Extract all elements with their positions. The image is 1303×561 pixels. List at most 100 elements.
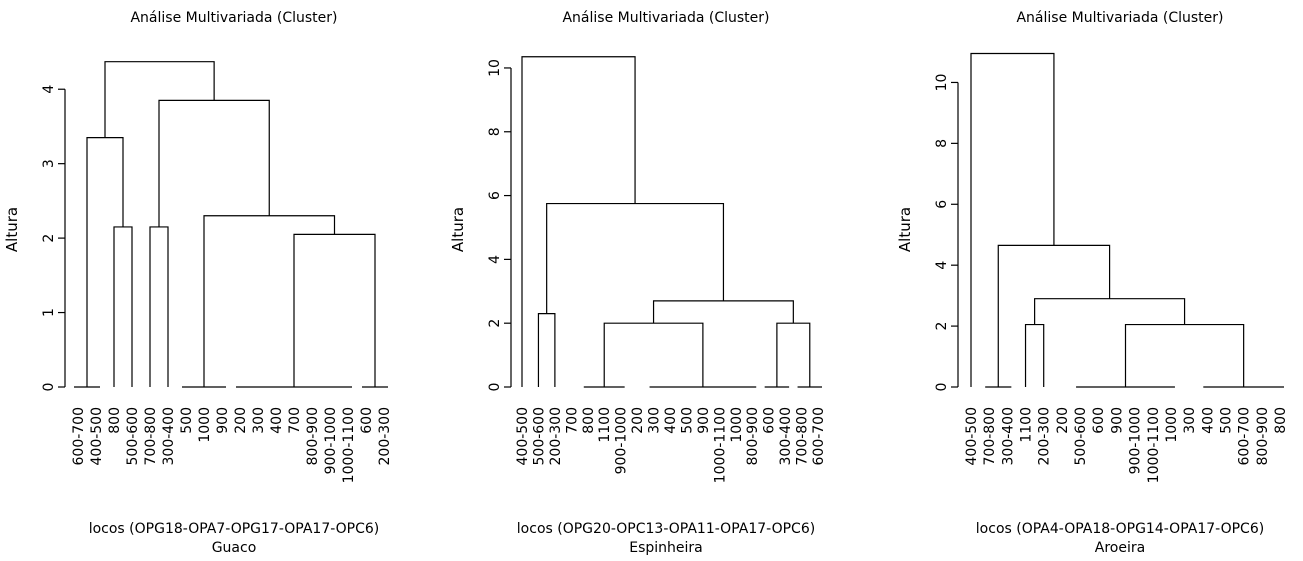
dendrogram-link (104, 61, 215, 138)
leaf-label: 900-1000 (1128, 407, 1144, 474)
chart-title: Análise Multivariada (Cluster) (130, 10, 337, 26)
y-tick-label: 6 (487, 191, 503, 200)
y-axis-label: Altura (3, 207, 21, 252)
dendrogram-link (776, 322, 811, 387)
leaf-label: 800-900 (1255, 407, 1271, 466)
leaf-label: 600 (762, 407, 778, 434)
leaf-label: 900-1000 (323, 407, 339, 474)
dendrogram-link (970, 52, 1055, 387)
chart-title: Análise Multivariada (Cluster) (562, 10, 769, 26)
leaf-label: 600-700 (1237, 407, 1253, 466)
leaf-label: 700 (287, 407, 303, 434)
y-tick-label: 3 (41, 159, 57, 168)
leaf-label: 200-300 (548, 407, 564, 466)
leaf-label: 400 (663, 407, 679, 434)
leaf-label: 700 (564, 407, 580, 434)
leaf-label: 700-800 (795, 407, 811, 466)
leaf-label: 800 (1273, 407, 1289, 434)
leaf-label: 500-600 (1073, 407, 1089, 466)
leaf-label: 300 (647, 407, 663, 434)
leaf-label: 1000 (197, 407, 213, 443)
y-tick-label: 4 (487, 255, 503, 264)
leaf-label: 300 (251, 407, 267, 434)
leaf-label: 900 (215, 407, 231, 434)
leaf-label: 1000-1100 (341, 407, 357, 483)
chart-subtitle: Guaco (212, 540, 257, 556)
leaf-label: 600-700 (811, 407, 827, 466)
leaf-label: 800-900 (745, 407, 761, 466)
leaf-label: 800 (107, 407, 123, 434)
dendrogram-panel-2: Análise Multivariada (Cluster) 0 2 4 6 8 10 Alt… (449, 10, 827, 556)
leaf-label: 1000 (729, 407, 745, 443)
leaf-label: 300-400 (1000, 407, 1016, 466)
leaf-label: 600 (1091, 407, 1107, 434)
dendrogram-link (1034, 298, 1186, 325)
dendrogram-link (113, 226, 133, 387)
y-tick-label: 0 (934, 383, 950, 392)
dendrogram-link (521, 56, 636, 387)
dendrogram-link (546, 202, 725, 314)
leaf-label: 400 (269, 407, 285, 434)
y-tick-label: 8 (934, 139, 950, 148)
y-tick-label: 8 (487, 127, 503, 136)
leaf-label: 400-500 (89, 407, 105, 466)
y-tick-label: 6 (934, 200, 950, 209)
x-axis-label: locos (OPG18-OPA7-OPG17-OPA17-OPC6) (89, 521, 380, 537)
leaf-label: 300-400 (161, 407, 177, 466)
y-tick-label: 4 (41, 85, 57, 94)
dendrogram-link (293, 233, 376, 387)
leaf-label: 700-800 (143, 407, 159, 466)
dendrogram-link (603, 322, 704, 387)
leaf-label: 500 (179, 407, 195, 434)
chart-subtitle: Espinheira (629, 540, 703, 556)
leaf-label: 500-600 (125, 407, 141, 466)
leaf-label: 200-300 (1037, 407, 1053, 466)
chart-subtitle: Aroeira (1095, 540, 1145, 556)
leaf-label: 200-300 (377, 407, 393, 466)
dendrogram-link (149, 226, 169, 387)
y-tick-label: 4 (934, 261, 950, 270)
leaf-label: 700-800 (982, 407, 998, 466)
leaf-label: 500 (679, 407, 695, 434)
dendrogram-panel-1: Análise Multivariada (Cluster) 0 1 2 3 4 Altur… (3, 10, 393, 556)
dendrogram-link (997, 244, 1111, 387)
y-tick-label: 1 (41, 308, 57, 317)
leaf-label: 1000 (1164, 407, 1180, 443)
leaf-label: 200 (630, 407, 646, 434)
y-tick-label: 2 (41, 234, 57, 243)
y-tick-label: 0 (487, 383, 503, 392)
leaf-label: 500-600 (531, 407, 547, 466)
y-axis-label: Altura (896, 207, 914, 252)
dendrogram-link (537, 313, 556, 387)
dendrogram-link (652, 300, 794, 324)
x-axis-label: locos (OPG20-OPC13-OPA11-OPA17-OPC6) (517, 521, 815, 537)
dendrogram-link (1024, 323, 1045, 387)
leaf-label: 600-700 (71, 407, 87, 466)
leaf-label: 800 (581, 407, 597, 434)
leaf-label: 200 (233, 407, 249, 434)
leaf-label: 900 (696, 407, 712, 434)
leaf-label: 1000-1100 (1146, 407, 1162, 483)
dendrogram-panel-3: Análise Multivariada (Cluster) 0 2 4 6 8 10 Alt… (896, 10, 1289, 556)
leaf-label: 1100 (1019, 407, 1035, 443)
leaf-label: 900-1000 (614, 407, 630, 474)
y-tick-label: 2 (487, 319, 503, 328)
dendrogram-link (1124, 323, 1245, 387)
dendrogram-link (86, 137, 124, 387)
y-tick-label: 10 (487, 59, 503, 77)
y-tick-label: 2 (934, 322, 950, 331)
x-axis-label: locos (OPA4-OPA18-OPG14-OPA17-OPC6) (976, 521, 1264, 537)
leaf-label: 1000-1100 (712, 407, 728, 483)
leaf-label: 600 (359, 407, 375, 434)
y-tick-label: 0 (41, 383, 57, 392)
leaf-label: 400-500 (515, 407, 531, 466)
leaf-label: 1100 (597, 407, 613, 443)
leaf-label: 800-900 (305, 407, 321, 466)
y-axis-label: Altura (449, 207, 467, 252)
leaf-label: 500 (1218, 407, 1234, 434)
chart-title: Análise Multivariada (Cluster) (1016, 10, 1223, 26)
leaf-label: 300 (1182, 407, 1198, 434)
y-tick-label: 10 (934, 74, 950, 92)
leaf-label: 400-500 (964, 407, 980, 466)
